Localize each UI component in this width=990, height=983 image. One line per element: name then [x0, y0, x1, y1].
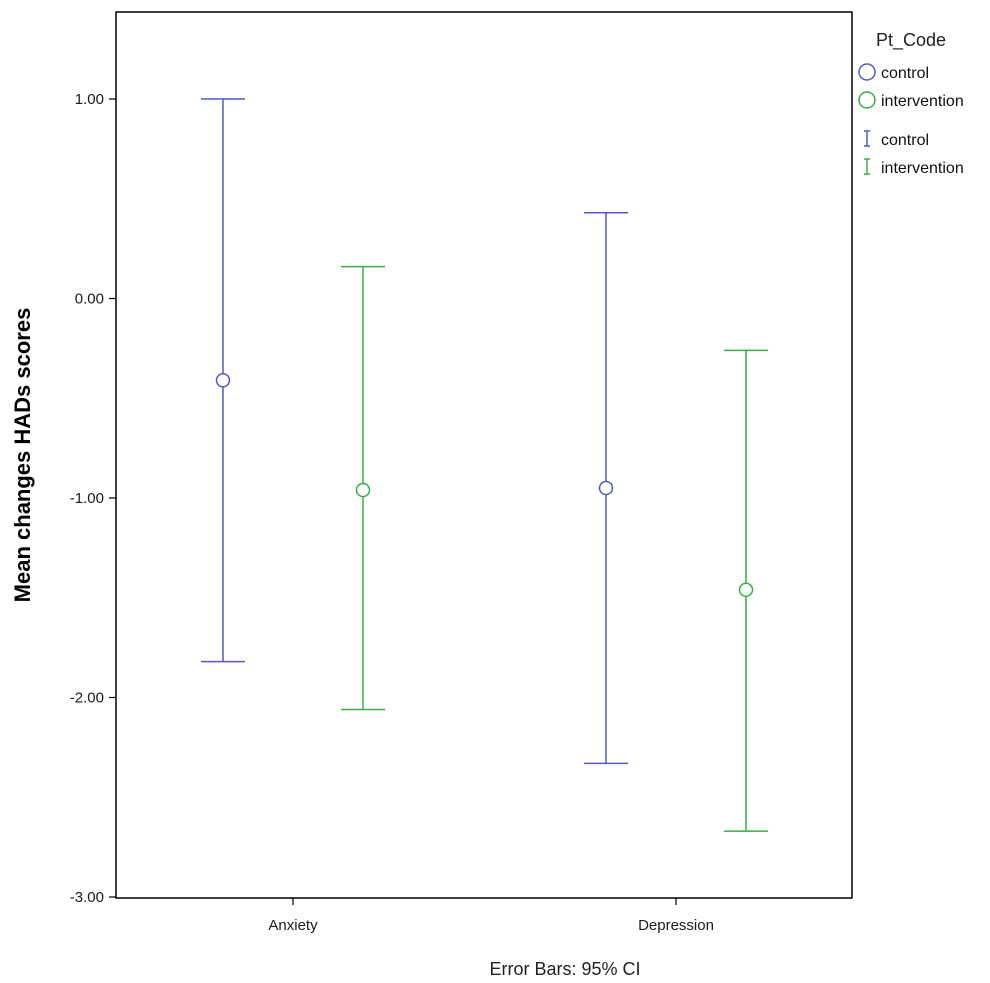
legend-circle-icon	[858, 91, 876, 109]
mean-point	[355, 482, 371, 498]
legend-label: control	[881, 65, 929, 82]
y-tick-label: 1.00	[75, 91, 104, 108]
legend-label: intervention	[881, 160, 964, 177]
legend-label: intervention	[881, 93, 964, 110]
legend-entries: control intervention control intervention	[858, 63, 964, 177]
error-bar-control-anxiety	[201, 98, 245, 663]
legend-entry-errorbar-intervention: intervention	[864, 158, 964, 177]
mean-point	[215, 373, 231, 388]
y-tick-label: -1.00	[70, 490, 104, 507]
legend-entry-marker-intervention: intervention	[858, 91, 964, 110]
legend-title: Pt_Code	[876, 30, 946, 51]
legend-circle-icon	[858, 63, 876, 81]
legend-entry-errorbar-control: control	[864, 130, 929, 149]
error-bar-intervention-depression	[724, 349, 768, 832]
mean-point	[738, 582, 754, 598]
error-bars-caption: Error Bars: 95% CI	[489, 959, 640, 979]
x-tick-label: Depression	[638, 917, 714, 934]
legend-label: control	[881, 132, 929, 149]
y-tick-label: 0.00	[75, 291, 104, 308]
legend-entry-marker-control: control	[858, 63, 929, 82]
axes: 1.00 0.00 -1.00 -2.00 -3.00 Anxiety Depression	[70, 91, 714, 934]
y-tick-label: -3.00	[70, 889, 104, 906]
error-bar-control-depression	[584, 211, 628, 765]
x-tick-label: Anxiety	[268, 917, 318, 934]
legend: Pt_Code control intervention control interv…	[858, 30, 964, 177]
error-bar-intervention-anxiety	[341, 265, 385, 711]
plot-frame	[115, 11, 853, 899]
y-axis-label: Mean changes HADs scores	[10, 308, 35, 603]
y-tick-label: -2.00	[70, 690, 104, 707]
data-marks	[201, 98, 768, 832]
mean-point	[598, 480, 614, 496]
